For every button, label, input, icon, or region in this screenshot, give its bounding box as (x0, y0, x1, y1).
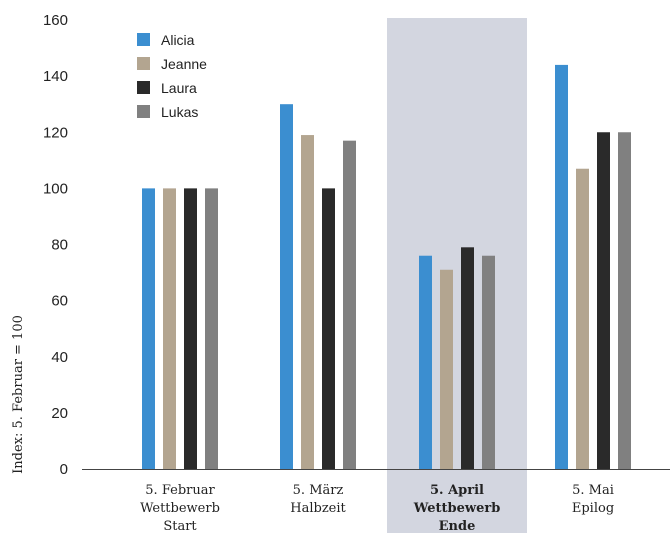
y-tick-label: 0 (60, 461, 68, 478)
x-category-label: 5. April (430, 483, 484, 498)
legend-label-alicia: Alicia (161, 32, 195, 48)
legend-label-jeanne: Jeanne (161, 56, 207, 72)
x-category-label: Wettbewerb (140, 501, 220, 516)
bar-laura (461, 247, 474, 469)
x-category-label: 5. Mai (572, 483, 614, 498)
y-axis-label: Index: 5. Februar = 100 (11, 315, 26, 474)
x-category-label: 5. Februar (145, 483, 215, 498)
bar-lukas (343, 140, 356, 469)
bar-alicia (419, 255, 432, 469)
bar-lukas (618, 132, 631, 469)
bar-laura (322, 188, 335, 469)
bar-alicia (555, 64, 568, 470)
legend-label-laura: Laura (161, 80, 197, 96)
bar-lukas (482, 255, 495, 469)
x-category-label: Epilog (572, 501, 614, 516)
bar-jeanne (163, 188, 176, 469)
x-category-label: Ende (439, 519, 476, 533)
y-tick-label: 100 (43, 180, 68, 197)
legend-swatch-alicia (137, 33, 150, 46)
x-category-label: Start (163, 519, 197, 533)
bar-lukas (205, 188, 218, 469)
bar-jeanne (440, 269, 453, 469)
y-tick-label: 40 (51, 349, 68, 366)
x-category-label: Halbzeit (290, 501, 346, 516)
x-category-label: Wettbewerb (413, 501, 501, 516)
y-tick-label: 20 (51, 405, 68, 422)
legend-swatch-laura (137, 81, 150, 94)
x-category-label: 5. März (293, 483, 344, 498)
bar-jeanne (576, 168, 589, 469)
legend-swatch-lukas (137, 105, 150, 118)
bar-laura (597, 132, 610, 469)
bar-jeanne (301, 135, 314, 469)
highlight-band (387, 18, 527, 533)
legend-label-lukas: Lukas (161, 104, 198, 120)
bar-alicia (142, 188, 155, 469)
y-tick-label: 160 (43, 12, 68, 29)
y-tick-label: 140 (43, 68, 68, 85)
y-tick-label: 80 (51, 237, 68, 254)
y-tick-label: 60 (51, 293, 68, 310)
legend-swatch-jeanne (137, 57, 150, 70)
bar-alicia (280, 104, 293, 469)
bar-laura (184, 188, 197, 469)
y-tick-label: 120 (43, 124, 68, 141)
